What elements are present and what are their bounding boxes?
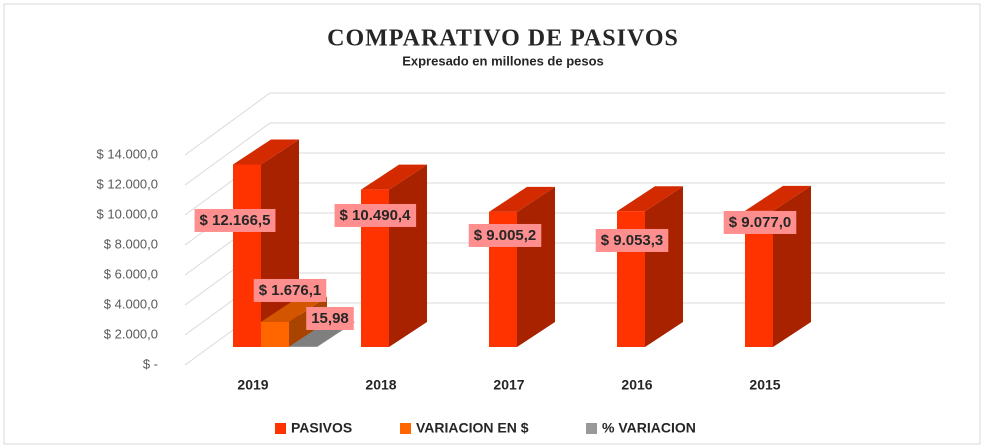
bar-side [517,186,555,347]
grid-line [184,122,945,186]
legend-swatch [275,423,286,434]
value-label: $ 10.490,4 [340,207,412,224]
x-tick-label: 2017 [493,377,524,393]
legend-swatch [400,423,411,434]
bar-front [261,321,289,347]
value-label-box [468,223,542,247]
bar [617,186,683,347]
bar-side [389,164,427,347]
y-tick-label: $ 4.000,0 [104,296,158,311]
bar [361,164,427,347]
bar-top [361,164,427,190]
bar-top [489,186,555,212]
y-tick-label: $ 8.000,0 [104,236,158,251]
y-tick-label: $ 10.000,0 [97,206,158,221]
y-tick-label: $ 2.000,0 [104,326,158,341]
value-label-box [306,306,354,330]
legend-label: % VARIACION [602,420,696,436]
legend-swatch [586,423,597,434]
legend-label: PASIVOS [291,420,352,436]
bar [489,186,555,347]
chart-title: COMPARATIVO DE PASIVOS [327,26,679,52]
y-tick-label: $ 12.000,0 [97,176,158,191]
bar-front [233,164,261,347]
bar-top [745,185,811,211]
bar [745,185,811,347]
value-label: $ 1.676,1 [259,282,322,299]
value-label: $ 9.005,2 [474,227,537,244]
bar-side [773,185,811,347]
y-tick-label: $ 6.000,0 [104,266,158,281]
value-label: $ 9.053,3 [601,232,664,249]
value-label: $ 9.077,0 [729,214,792,231]
chart-subtitle: Expresado en millones de pesos [402,53,604,68]
value-label: $ 12.166,5 [200,212,271,229]
value-label-box [723,210,797,234]
y-tick-label: $ 14.000,0 [97,146,158,161]
x-tick-label: 2016 [621,377,652,393]
y-tick-label: $ - [143,356,158,371]
value-label-box [334,203,417,227]
x-tick-label: 2019 [237,377,268,393]
bar-side [645,186,683,347]
bar-top [261,296,327,322]
value-label-box [253,278,327,302]
bar-top [617,186,683,212]
value-label-box [595,228,669,252]
grid-line [184,92,945,156]
x-tick-label: 2015 [749,377,780,393]
value-label-box [194,208,276,232]
bar-top [233,139,299,165]
legend-label: VARIACION EN $ [416,420,529,436]
value-label: 15,98 [311,310,349,327]
x-tick-label: 2018 [365,377,396,393]
